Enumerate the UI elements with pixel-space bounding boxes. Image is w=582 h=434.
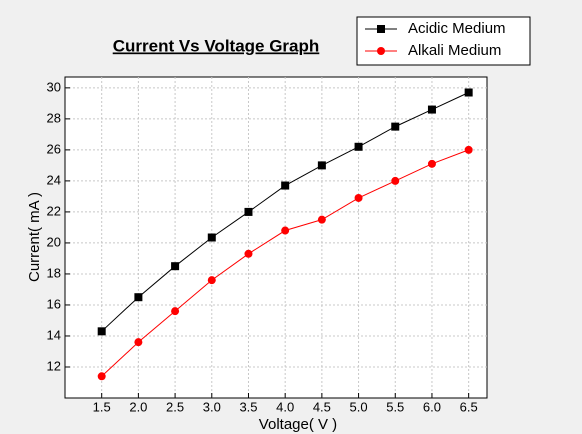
x-tick-label: 1.5 (93, 399, 111, 414)
data-point (134, 338, 143, 347)
x-tick-label: 5.0 (350, 399, 368, 414)
data-point (244, 249, 253, 258)
x-tick-label: 4.5 (313, 399, 331, 414)
y-tick-label: 22 (47, 203, 61, 218)
x-tick-label: 6.5 (460, 399, 478, 414)
y-axis-label: Current( mA ) (26, 192, 43, 282)
x-tick-label: 2.5 (166, 399, 184, 414)
y-tick-label: 26 (47, 141, 61, 156)
y-tick-label: 18 (47, 265, 61, 280)
data-point (391, 122, 400, 131)
x-tick-label: 3.0 (203, 399, 221, 414)
data-point (97, 327, 106, 336)
x-tick-label: 5.5 (386, 399, 404, 414)
data-point (317, 215, 326, 224)
data-point (171, 307, 180, 316)
data-point (281, 181, 290, 190)
x-tick-label: 2.0 (129, 399, 147, 414)
y-tick-label: 12 (47, 358, 61, 373)
legend-marker (377, 25, 385, 33)
data-point (207, 233, 216, 242)
data-point (317, 161, 326, 170)
y-tick-label: 20 (47, 234, 61, 249)
data-point (281, 226, 290, 235)
y-tick-label: 16 (47, 296, 61, 311)
data-point (427, 159, 436, 168)
y-tick-label: 24 (47, 172, 61, 187)
x-tick-label: 3.5 (239, 399, 257, 414)
y-tick-label: 30 (47, 79, 61, 94)
data-point (207, 276, 216, 285)
data-point (171, 262, 180, 271)
data-point (244, 207, 253, 216)
data-point (97, 372, 106, 381)
chart-title: Current Vs Voltage Graph (113, 36, 320, 55)
data-point (354, 142, 363, 151)
data-point (464, 88, 473, 97)
plot-area (64, 76, 488, 399)
legend (356, 16, 531, 66)
legend-label: Alkali Medium (408, 42, 501, 59)
legend-marker (377, 47, 385, 55)
x-tick-label: 4.0 (276, 399, 294, 414)
x-tick-label: 6.0 (423, 399, 441, 414)
legend-label: Acidic Medium (408, 20, 506, 37)
data-point (391, 176, 400, 185)
data-point (464, 145, 473, 154)
data-point (134, 293, 143, 302)
x-axis-label: Voltage( V ) (259, 416, 337, 433)
data-point (354, 193, 363, 202)
data-point (427, 105, 436, 114)
y-tick-label: 28 (47, 110, 61, 125)
y-tick-label: 14 (47, 327, 61, 342)
